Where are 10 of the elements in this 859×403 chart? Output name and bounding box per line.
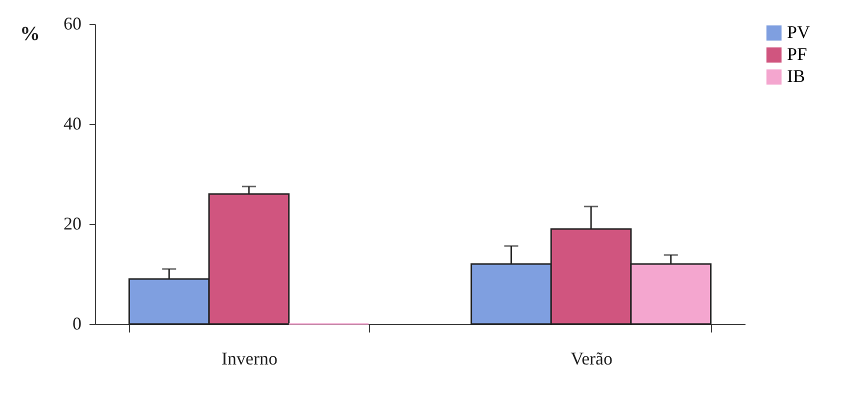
y-axis-title: % [20, 23, 40, 45]
y-tick-label: 20 [64, 214, 82, 234]
y-tick-label: 40 [64, 114, 82, 134]
y-tick-label: 0 [72, 314, 82, 334]
legend-label: PF [787, 44, 808, 64]
y-tick-label: 60 [64, 14, 82, 34]
x-tick-label: Verão [570, 348, 613, 368]
legend-label: IB [787, 66, 805, 86]
legend-label: PV [787, 22, 810, 42]
x-tick-label: Inverno [221, 348, 278, 368]
